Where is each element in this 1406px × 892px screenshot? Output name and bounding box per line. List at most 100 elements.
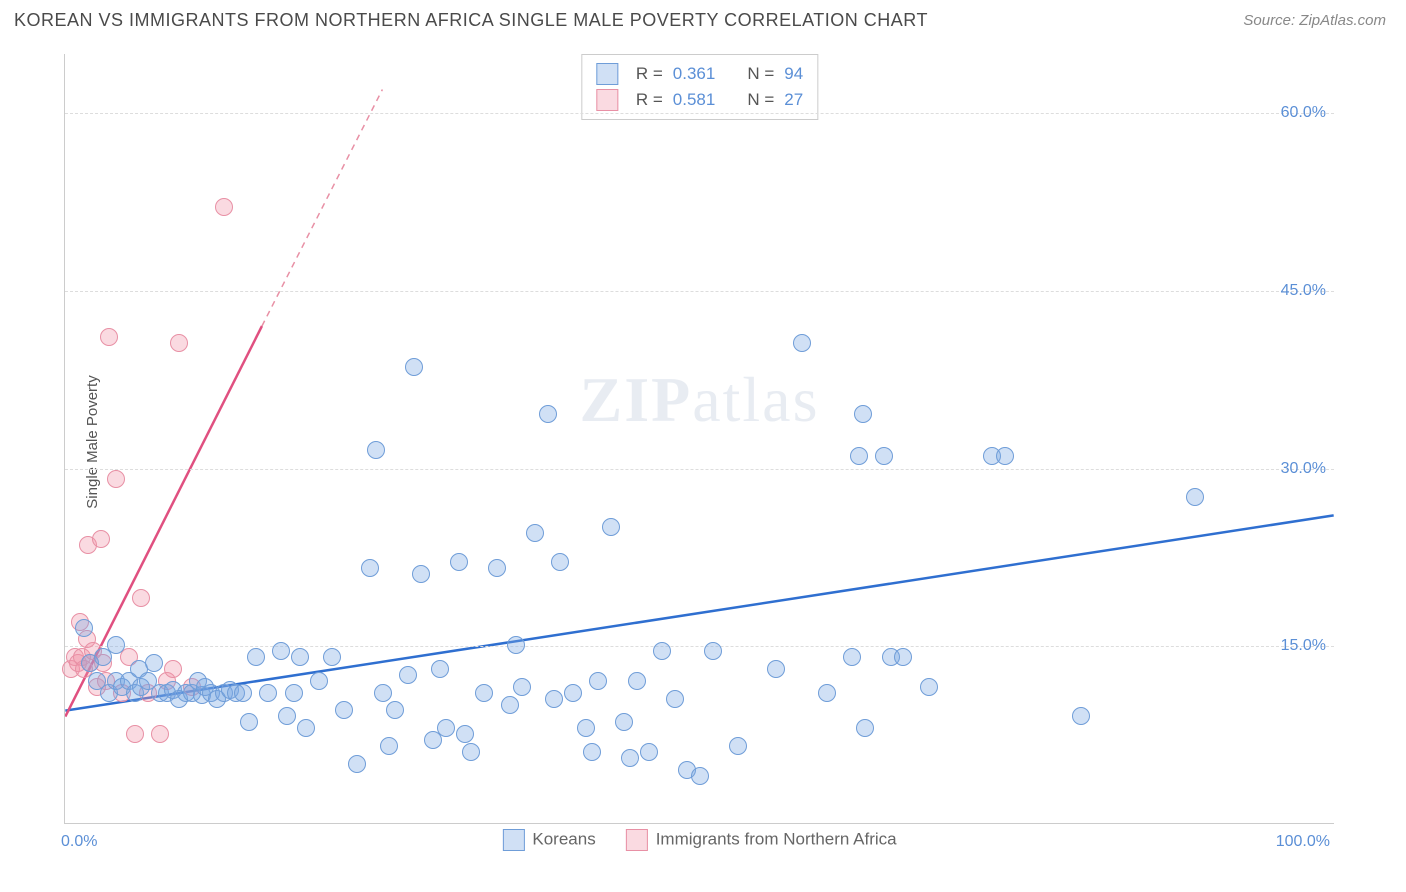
stats-row-nafrica: R = 0.581 N = 27 — [596, 87, 803, 113]
data-point-nafrica — [151, 725, 169, 743]
legend-item-koreans: Koreans — [502, 829, 595, 851]
data-point-koreans — [793, 334, 811, 352]
source-prefix: Source: — [1243, 12, 1299, 29]
data-point-koreans — [767, 660, 785, 678]
data-point-koreans — [107, 636, 125, 654]
chart-container: Single Male Poverty ZIPatlas R = 0.361 N… — [14, 42, 1392, 842]
data-point-koreans — [75, 619, 93, 637]
trend-lines-svg — [65, 54, 1334, 823]
data-point-koreans — [367, 441, 385, 459]
legend-bottom: Koreans Immigrants from Northern Africa — [502, 829, 896, 851]
data-point-koreans — [894, 648, 912, 666]
stats-row-koreans: R = 0.361 N = 94 — [596, 61, 803, 87]
data-point-koreans — [247, 648, 265, 666]
data-point-nafrica — [164, 660, 182, 678]
chart-title: KOREAN VS IMMIGRANTS FROM NORTHERN AFRIC… — [14, 10, 928, 31]
data-point-koreans — [583, 743, 601, 761]
data-point-koreans — [513, 678, 531, 696]
data-point-koreans — [437, 719, 455, 737]
data-point-koreans — [653, 642, 671, 660]
data-point-koreans — [272, 642, 290, 660]
watermark: ZIPatlas — [580, 363, 820, 437]
data-point-nafrica — [215, 198, 233, 216]
watermark-rest: atlas — [692, 364, 819, 435]
grid-line — [65, 469, 1334, 470]
y-tick-label: 15.0% — [1281, 637, 1326, 655]
data-point-koreans — [539, 405, 557, 423]
data-point-nafrica — [107, 470, 125, 488]
data-point-nafrica — [132, 589, 150, 607]
data-point-koreans — [431, 660, 449, 678]
data-point-koreans — [602, 518, 620, 536]
data-point-koreans — [729, 737, 747, 755]
data-point-koreans — [854, 405, 872, 423]
data-point-koreans — [850, 447, 868, 465]
stats-N-koreans: 94 — [784, 64, 803, 84]
data-point-koreans — [456, 725, 474, 743]
data-point-koreans — [291, 648, 309, 666]
data-point-koreans — [501, 696, 519, 714]
watermark-bold: ZIP — [580, 364, 693, 435]
stats-N-label: N = — [747, 64, 774, 84]
data-point-koreans — [145, 654, 163, 672]
data-point-koreans — [380, 737, 398, 755]
data-point-koreans — [297, 719, 315, 737]
data-point-koreans — [507, 636, 525, 654]
chart-header: KOREAN VS IMMIGRANTS FROM NORTHERN AFRIC… — [0, 0, 1406, 39]
grid-line — [65, 113, 1334, 114]
x-tick-label: 0.0% — [61, 833, 97, 851]
grid-line — [65, 291, 1334, 292]
data-point-koreans — [285, 684, 303, 702]
data-point-koreans — [1072, 707, 1090, 725]
data-point-koreans — [818, 684, 836, 702]
data-point-koreans — [348, 755, 366, 773]
data-point-koreans — [551, 553, 569, 571]
grid-line — [65, 646, 1334, 647]
data-point-koreans — [488, 559, 506, 577]
data-point-koreans — [323, 648, 341, 666]
data-point-koreans — [996, 447, 1014, 465]
data-point-koreans — [564, 684, 582, 702]
swatch-koreans — [596, 63, 618, 85]
data-point-koreans — [843, 648, 861, 666]
stats-N-label: N = — [747, 90, 774, 110]
data-point-koreans — [335, 701, 353, 719]
data-point-koreans — [666, 690, 684, 708]
y-tick-label: 60.0% — [1281, 104, 1326, 122]
data-point-koreans — [374, 684, 392, 702]
data-point-koreans — [577, 719, 595, 737]
data-point-koreans — [240, 713, 258, 731]
data-point-koreans — [856, 719, 874, 737]
data-point-koreans — [1186, 488, 1204, 506]
data-point-nafrica — [170, 334, 188, 352]
data-point-nafrica — [92, 530, 110, 548]
plot-area: ZIPatlas R = 0.361 N = 94 R = 0.581 N = … — [64, 54, 1334, 824]
data-point-koreans — [361, 559, 379, 577]
data-point-koreans — [545, 690, 563, 708]
y-tick-label: 45.0% — [1281, 282, 1326, 300]
data-point-koreans — [234, 684, 252, 702]
data-point-koreans — [405, 358, 423, 376]
data-point-koreans — [526, 524, 544, 542]
x-tick-label: 100.0% — [1276, 833, 1330, 851]
data-point-koreans — [475, 684, 493, 702]
legend-label-koreans: Koreans — [532, 829, 595, 848]
data-point-koreans — [920, 678, 938, 696]
data-point-koreans — [628, 672, 646, 690]
data-point-koreans — [691, 767, 709, 785]
data-point-koreans — [386, 701, 404, 719]
source-name: ZipAtlas.com — [1299, 12, 1386, 29]
data-point-koreans — [278, 707, 296, 725]
data-point-koreans — [875, 447, 893, 465]
stats-N-nafrica: 27 — [784, 90, 803, 110]
data-point-koreans — [399, 666, 417, 684]
data-point-koreans — [462, 743, 480, 761]
data-point-koreans — [589, 672, 607, 690]
source-attribution: Source: ZipAtlas.com — [1243, 12, 1386, 29]
data-point-koreans — [640, 743, 658, 761]
data-point-koreans — [450, 553, 468, 571]
data-point-nafrica — [126, 725, 144, 743]
data-point-koreans — [259, 684, 277, 702]
swatch-nafrica — [626, 829, 648, 851]
swatch-koreans — [502, 829, 524, 851]
